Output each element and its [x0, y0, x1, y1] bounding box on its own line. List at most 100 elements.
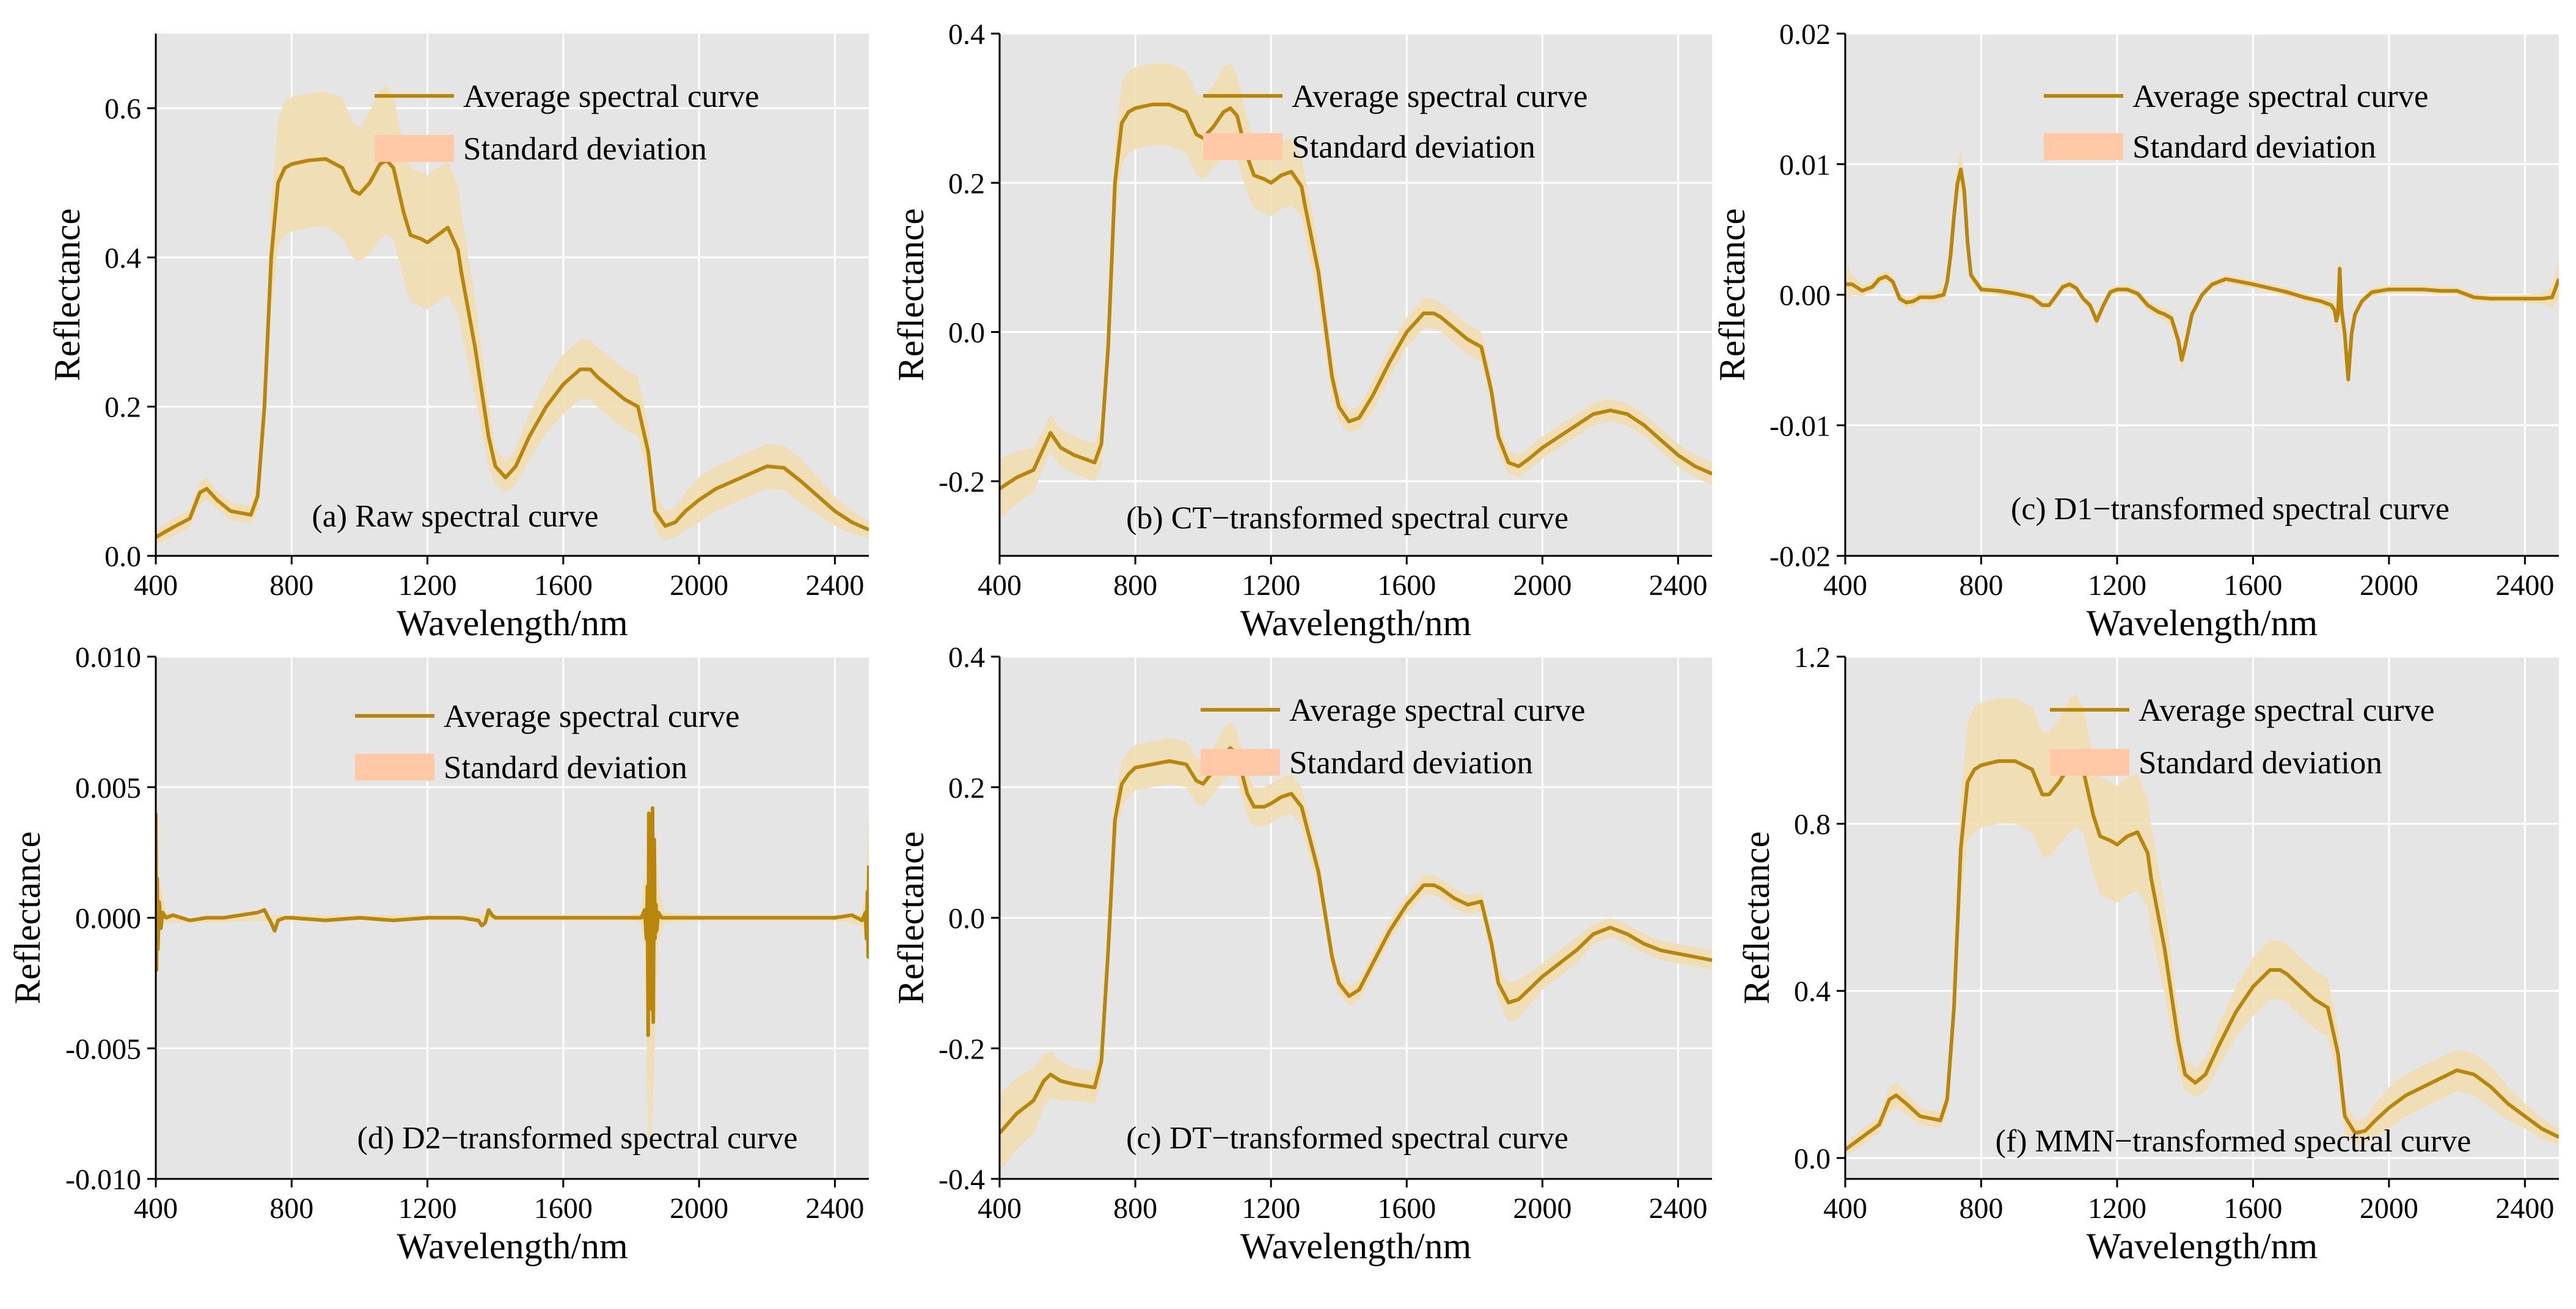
legend-std-swatch-c [2044, 133, 2123, 160]
x-tick-label-a: 400 [134, 569, 178, 602]
y-tick-label-c: 0.01 [1779, 149, 1831, 181]
x-tick-label-f: 2400 [2495, 1192, 2554, 1225]
x-axis-title-e: Wavelength/nm [1240, 1226, 1471, 1266]
y-tick-label-e: 0.2 [948, 772, 985, 804]
legend-std-swatch-d [355, 754, 434, 781]
x-tick-label-c: 400 [1823, 569, 1867, 602]
x-tick-label-f: 400 [1823, 1192, 1867, 1225]
y-tick-label-c: -0.02 [1769, 541, 1831, 573]
y-tick-label-b: -0.2 [939, 466, 985, 498]
panel-e: 400 800 1200 1600 2000 2400 -0.4 -0.2 0.0 0.2 0.4 W… [891, 641, 1712, 1266]
y-tick-label-b: 0.4 [948, 18, 985, 51]
panel-b: 400 800 1200 1600 2000 2400 -0.2 0.0 0.2 0.4 Wavel… [891, 18, 1712, 643]
mean-curve-a [156, 157, 869, 539]
mean-curve-b [1000, 103, 1712, 490]
legend-label-mean-f: Average spectral curve [2139, 693, 2435, 728]
panel-f: 400 800 1200 1600 2000 2400 0.0 0.4 0.8 1.2 Wavele… [1736, 641, 2559, 1266]
y-axis-title-b: Reflectance [891, 208, 931, 381]
y-tick-label-f: 1.2 [1794, 641, 1831, 674]
x-tick-label-a: 2000 [670, 569, 728, 602]
y-tick-label-e: -0.4 [939, 1164, 985, 1196]
legend-std-swatch-a [375, 135, 454, 162]
x-axis-title-f: Wavelength/nm [2087, 1226, 2318, 1266]
x-tick-label-d: 800 [269, 1192, 313, 1225]
y-axis-title-c: Reflectance [1712, 208, 1752, 381]
legend-std-swatch-f [2050, 749, 2129, 776]
x-tick-label-d: 2400 [805, 1192, 864, 1225]
y-tick-label-d: 0.005 [75, 772, 141, 804]
panel-caption-c: (c) D1−transformed spectral curve [2011, 492, 2450, 527]
legend-label-std-f: Standard deviation [2139, 745, 2382, 781]
x-tick-label-e: 800 [1113, 1192, 1157, 1225]
y-tick-label-e: 0.4 [948, 641, 985, 674]
x-tick-label-a: 800 [269, 569, 313, 602]
x-tick-label-b: 2400 [1648, 569, 1707, 602]
legend-label-mean-c: Average spectral curve [2132, 79, 2429, 114]
x-tick-label-b: 1600 [1377, 569, 1436, 602]
panel-caption-e: (c) DT−transformed spectral curve [1126, 1121, 1568, 1156]
y-tick-label-f: 0.4 [1794, 975, 1831, 1008]
x-axis-title-d: Wavelength/nm [397, 1226, 628, 1266]
x-tick-label-a: 2400 [805, 569, 864, 602]
x-tick-label-d: 2000 [670, 1192, 728, 1225]
x-tick-label-f: 800 [1959, 1192, 2003, 1225]
panel-d: 400 800 1200 1600 2000 2400 -0.010 -0.005 0.000 0… [7, 641, 869, 1266]
y-tick-label-d: -0.005 [65, 1033, 141, 1065]
x-tick-label-c: 800 [1959, 569, 2003, 602]
mean-curve-d [156, 806, 869, 1037]
y-axis-title-e: Reflectance [891, 831, 931, 1004]
y-tick-label-d: -0.010 [65, 1164, 141, 1196]
y-tick-label-b: 0.2 [948, 167, 985, 200]
x-tick-label-a: 1200 [398, 569, 457, 602]
x-tick-label-f: 2000 [2360, 1192, 2418, 1225]
x-tick-label-d: 400 [134, 1192, 178, 1225]
y-tick-label-d: 0.010 [75, 641, 141, 674]
y-tick-label-b: 0.0 [948, 317, 985, 349]
x-tick-label-e: 1200 [1242, 1192, 1300, 1225]
x-tick-label-d: 1200 [398, 1192, 457, 1225]
x-axis-title-a: Wavelength/nm [397, 603, 628, 643]
legend-label-mean-d: Average spectral curve [444, 699, 740, 734]
mean-curve-c [1845, 167, 2559, 382]
legend-label-std-b: Standard deviation [1292, 129, 1535, 165]
legend-label-std-a: Standard deviation [463, 131, 707, 167]
x-tick-label-c: 1200 [2088, 569, 2146, 602]
panel-caption-a: (a) Raw spectral curve [312, 499, 598, 534]
y-tick-label-a: 0.0 [104, 541, 141, 573]
x-tick-label-e: 2400 [1648, 1192, 1707, 1225]
std-band-a [156, 86, 869, 545]
std-band-b [1000, 63, 1712, 519]
x-tick-label-f: 1200 [2088, 1192, 2146, 1225]
panel-caption-d: (d) D2−transformed spectral curve [357, 1121, 798, 1156]
y-tick-label-e: -0.2 [939, 1033, 985, 1065]
legend-label-std-d: Standard deviation [444, 750, 687, 786]
y-tick-label-f: 0.0 [1794, 1143, 1831, 1175]
y-axis-title-d: Reflectance [7, 831, 48, 1004]
legend-label-mean-e: Average spectral curve [1289, 693, 1586, 728]
std-band-f [1845, 694, 2559, 1156]
x-tick-label-a: 1600 [534, 569, 593, 602]
y-tick-label-c: 0.00 [1779, 280, 1831, 312]
legend-std-swatch-b [1203, 133, 1283, 160]
std-band-e [1000, 721, 1712, 1173]
x-tick-label-c: 2400 [2495, 569, 2554, 602]
panel-a: 400 800 1200 1600 2000 2400 0.0 0.2 0.4 0.6 Wavele… [47, 34, 869, 643]
x-tick-label-c: 2000 [2360, 569, 2418, 602]
x-tick-label-e: 400 [978, 1192, 1022, 1225]
x-tick-label-b: 800 [1113, 569, 1157, 602]
x-axis-title-c: Wavelength/nm [2087, 603, 2318, 643]
y-tick-label-d: 0.000 [75, 903, 141, 935]
x-tick-label-e: 1600 [1377, 1192, 1436, 1225]
y-tick-label-a: 0.4 [104, 242, 141, 274]
y-tick-label-a: 0.6 [104, 93, 141, 125]
plot-area-f [1845, 657, 2559, 1179]
legend-label-mean-b: Average spectral curve [1292, 79, 1588, 114]
x-tick-label-f: 1600 [2223, 1192, 2282, 1225]
x-tick-label-b: 400 [978, 569, 1022, 602]
legend-std-swatch-e [1201, 749, 1280, 776]
y-tick-label-e: 0.0 [948, 903, 985, 935]
y-axis-title-a: Reflectance [47, 208, 87, 381]
x-tick-label-c: 1600 [2223, 569, 2282, 602]
mean-curve-e [1000, 746, 1712, 1135]
panel-caption-f: (f) MMN−transformed spectral curve [1996, 1124, 2472, 1159]
